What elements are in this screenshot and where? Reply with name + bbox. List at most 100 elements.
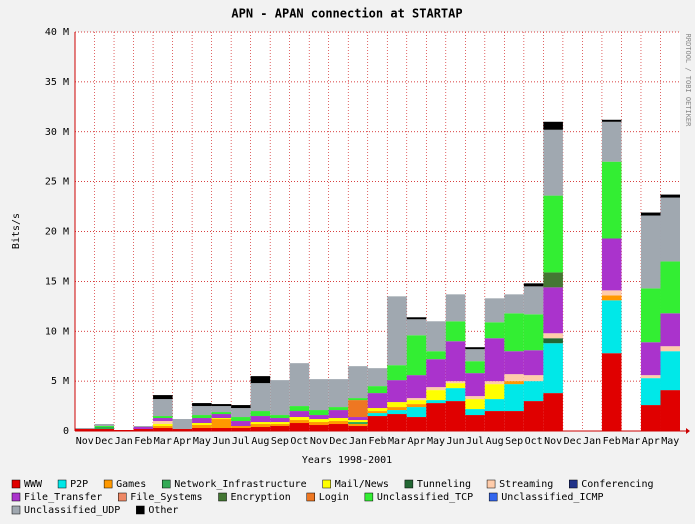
x-tick-label: Oct [290,436,308,447]
axis-arrow [686,428,690,434]
bar-segment [309,419,329,423]
x-tick-label: Jun [447,436,465,447]
bar-segment [484,411,505,431]
bar-segment [601,295,622,301]
bar-segment [601,300,622,354]
bar-segment [660,261,680,314]
bar-segment [153,399,173,417]
y-tick-label: 5 M [51,376,69,387]
bar-segment [348,424,368,427]
bar-segment [250,383,271,412]
bar-segment [270,415,290,419]
bar-segment [406,335,427,376]
bar-segment [660,197,680,262]
bar-segment [250,376,271,384]
bar-segment [289,417,310,421]
bar-segment [445,388,466,402]
bar-segment [426,390,446,401]
x-tick-label: Sep [271,436,289,447]
x-tick-label: Apr [408,436,426,447]
bar-segment [523,283,544,287]
legend-label: File_Transfer [24,492,102,503]
legend-label: Unclassified_UDP [24,505,120,516]
bar-segment [192,425,212,429]
legend-swatch [404,479,414,489]
bar-segment [640,405,661,431]
x-tick-label: Jan [349,436,367,447]
bar-segment [367,368,388,387]
bar-segment [289,411,310,418]
bar-segment [465,409,485,416]
bar-segment [309,379,329,411]
bar-segment [289,363,310,407]
bar-segment [211,419,232,429]
bar-segment [660,390,680,431]
bar-segment [211,418,232,420]
bar-segment [465,347,485,350]
bar-segment [192,403,212,407]
x-tick-label: Nov [76,436,94,447]
bar-segment [231,417,251,422]
bar-segment [660,313,680,347]
bar-segment [133,426,154,428]
bar-segment [445,341,466,382]
legend-label: Unclassified_ICMP [501,492,603,503]
legend-swatch [118,492,127,502]
bar-segment [426,400,446,404]
x-tick-label: Feb [603,436,621,447]
x-tick-label: Jul [232,436,250,447]
bar-segment [640,378,661,406]
legend-swatch [364,492,374,502]
bar-segment [250,427,271,431]
bar-segment [250,411,271,417]
bar-segment [601,290,622,296]
bar-segment [387,402,407,408]
bar-segment [211,414,232,419]
bar-segment [348,366,368,399]
legend-label: Encryption [231,492,291,503]
bar-segment [231,428,251,431]
bar-segment [250,416,271,423]
legend-swatch [488,492,498,502]
bar-segment [75,428,95,430]
bar-segment [484,322,505,339]
y-tick-label: 35 M [45,77,69,88]
bar-segment [348,420,368,423]
legend-label: Network_Infrastructure [174,479,306,490]
bar-segment [75,429,95,431]
bar-segment [445,321,466,342]
bar-segment [153,395,173,400]
bar-segment [445,401,466,431]
y-tick-label: 20 M [45,227,69,238]
bar-segment [543,338,563,344]
y-tick-label: 10 M [45,326,69,337]
bar-segment [289,420,310,424]
legend-label: P2P [70,479,88,490]
bar-segment [387,414,407,431]
x-tick-label: Mar [388,436,406,447]
bar-segment [543,287,563,334]
bar-segment [523,286,544,315]
legend-swatch [57,479,67,489]
bar-segment [133,429,154,431]
bar-segment [504,351,524,375]
x-tick-label: Feb [134,436,152,447]
legend-swatch [136,505,145,515]
bar-segment [231,405,251,409]
legend-label: Mail/News [335,479,389,490]
bar-segment [192,428,212,431]
bar-segment [94,429,115,431]
bar-segment [523,401,544,431]
bar-segment [231,408,251,418]
bar-segment [309,415,329,420]
bar-segment [153,421,173,425]
bar-segment [601,353,622,431]
bar-segment [426,359,446,388]
bar-segment [406,398,427,401]
bar-segment [426,387,446,391]
bar-segment [211,406,232,413]
bar-segment [640,342,661,376]
y-tick-label: 40 M [45,27,69,38]
bar-segment [192,418,212,424]
bar-segment [387,410,407,415]
